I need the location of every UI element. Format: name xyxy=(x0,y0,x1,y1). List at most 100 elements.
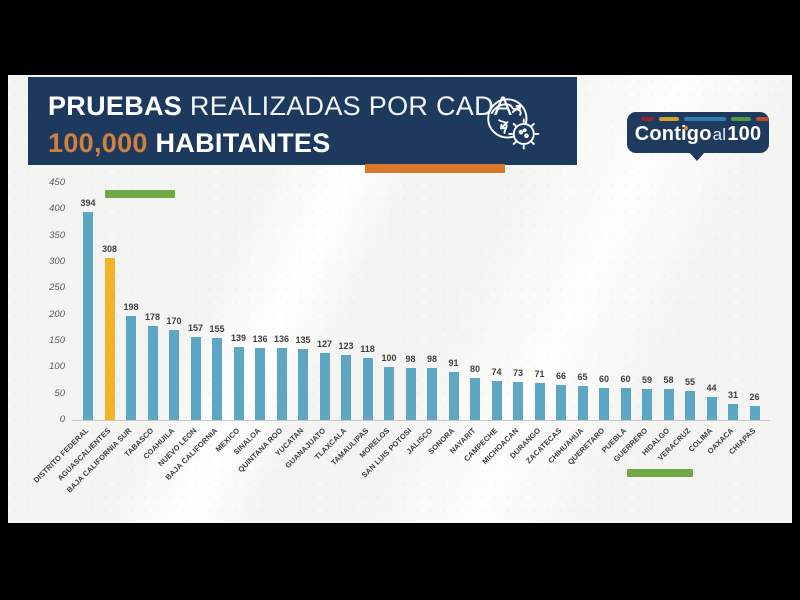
bar xyxy=(642,388,652,420)
title-rest-2: HABITANTES xyxy=(147,128,331,158)
title-line-2: 100,000 HABITANTES xyxy=(48,127,512,164)
bar-value-label: 60 xyxy=(620,374,631,385)
y-axis-tick: 200 xyxy=(49,308,65,320)
bar xyxy=(126,315,136,420)
bar xyxy=(556,385,566,420)
bar-chart: 0 50 100 150 200 250 300 350 400 450 394 DISTRITO F… xyxy=(8,75,792,523)
bar-value-label: 66 xyxy=(555,371,566,382)
bar xyxy=(276,348,287,420)
bar-value-label: 73 xyxy=(512,367,523,378)
bar xyxy=(599,388,609,420)
y-axis-tick: 250 xyxy=(49,282,65,294)
title-bold: PRUEBAS xyxy=(48,91,183,121)
bar-value-label: 139 xyxy=(230,332,247,343)
y-axis-tick: 0 xyxy=(59,414,65,425)
bar xyxy=(491,381,502,420)
bar xyxy=(104,257,115,420)
title-highlight: 100,000 xyxy=(48,128,148,158)
bar xyxy=(341,355,351,420)
bar-value-label: 155 xyxy=(209,324,225,335)
header-accent-bar xyxy=(365,164,505,173)
bar-value-label: 74 xyxy=(491,367,502,378)
logo-text-mid: al xyxy=(712,125,727,144)
bar-value-label: 98 xyxy=(426,354,437,365)
bar xyxy=(728,403,738,420)
logo-i-accent-dot xyxy=(684,126,688,130)
bar xyxy=(147,326,158,420)
title-rest: REALIZADAS POR CADA xyxy=(182,91,513,121)
logo-dash xyxy=(684,117,726,121)
bar-value-label: 394 xyxy=(80,198,96,209)
bar xyxy=(577,385,588,420)
bar-value-label: 71 xyxy=(534,368,545,379)
bar xyxy=(427,368,437,420)
y-axis-tick: 150 xyxy=(49,335,65,346)
bar-value-label: 60 xyxy=(598,374,609,385)
header-band: PRUEBAS REALIZADAS POR CADA 100,000 HABI… xyxy=(28,77,577,165)
bar xyxy=(513,381,523,420)
bar-value-label: 55 xyxy=(684,377,695,388)
bar-value-label: 59 xyxy=(641,374,652,385)
globe-virus-icon xyxy=(480,92,542,159)
bar xyxy=(83,212,93,420)
bar-value-label: 178 xyxy=(144,312,161,323)
bar-value-label: 170 xyxy=(166,316,182,327)
x-axis-line xyxy=(72,420,770,421)
slide: PRUEBAS REALIZADAS POR CADA 100,000 HABI… xyxy=(8,75,792,523)
bar-value-label: 127 xyxy=(316,339,333,350)
bar-value-label: 44 xyxy=(706,382,717,393)
bar-value-label: 123 xyxy=(338,341,354,352)
bar xyxy=(255,348,265,420)
green-annotation-top xyxy=(105,190,175,198)
bar xyxy=(749,406,760,420)
logo-dash xyxy=(731,117,751,121)
bar xyxy=(384,367,394,420)
bar xyxy=(169,330,179,420)
bar xyxy=(534,382,545,420)
y-axis-tick: 50 xyxy=(54,387,65,399)
logo-dashes xyxy=(627,112,769,121)
logo-dash xyxy=(659,117,679,121)
logo-text-num: 100 xyxy=(727,123,762,145)
bar-value-label: 80 xyxy=(469,363,480,374)
bar xyxy=(663,389,674,420)
bar-value-label: 58 xyxy=(663,375,674,386)
bar-value-label: 65 xyxy=(577,371,588,382)
bar xyxy=(298,348,308,420)
bar xyxy=(405,368,416,420)
y-axis-tick: 450 xyxy=(49,177,65,188)
bar xyxy=(685,391,695,420)
bar xyxy=(470,377,480,420)
bar-value-label: 136 xyxy=(273,334,290,345)
bar xyxy=(620,388,631,420)
bar xyxy=(190,337,201,420)
bar-value-label: 31 xyxy=(727,389,738,400)
bar-value-label: 98 xyxy=(405,354,416,365)
bar xyxy=(362,357,373,420)
bar-value-label: 91 xyxy=(448,358,459,369)
logo-dash xyxy=(641,117,654,121)
page-title: PRUEBAS REALIZADAS POR CADA 100,000 HABI… xyxy=(48,90,512,164)
green-annotation-bottom xyxy=(627,469,693,477)
bar-value-label: 100 xyxy=(381,353,397,364)
bar-value-label: 118 xyxy=(360,343,375,354)
bar xyxy=(233,346,244,420)
y-axis-tick: 400 xyxy=(49,203,65,215)
y-axis-tick: 350 xyxy=(49,229,65,241)
bar xyxy=(212,338,222,420)
logo-dash xyxy=(756,117,769,121)
bar-value-label: 136 xyxy=(252,334,268,345)
bar-value-label: 198 xyxy=(123,301,139,312)
bar-value-label: 308 xyxy=(101,243,118,254)
bar-value-label: 135 xyxy=(295,334,311,345)
logo-text-main: Contigo xyxy=(634,123,712,145)
y-axis-tick: 100 xyxy=(49,361,65,373)
bar-value-label: 26 xyxy=(749,392,760,403)
logo-text: Contigoal100 xyxy=(627,123,769,146)
bar-value-label: 157 xyxy=(187,323,204,334)
contigo-al-100-logo: Contigoal100 xyxy=(627,112,769,161)
y-axis-tick: 300 xyxy=(49,256,65,267)
bar xyxy=(319,353,330,420)
bar xyxy=(448,372,459,420)
